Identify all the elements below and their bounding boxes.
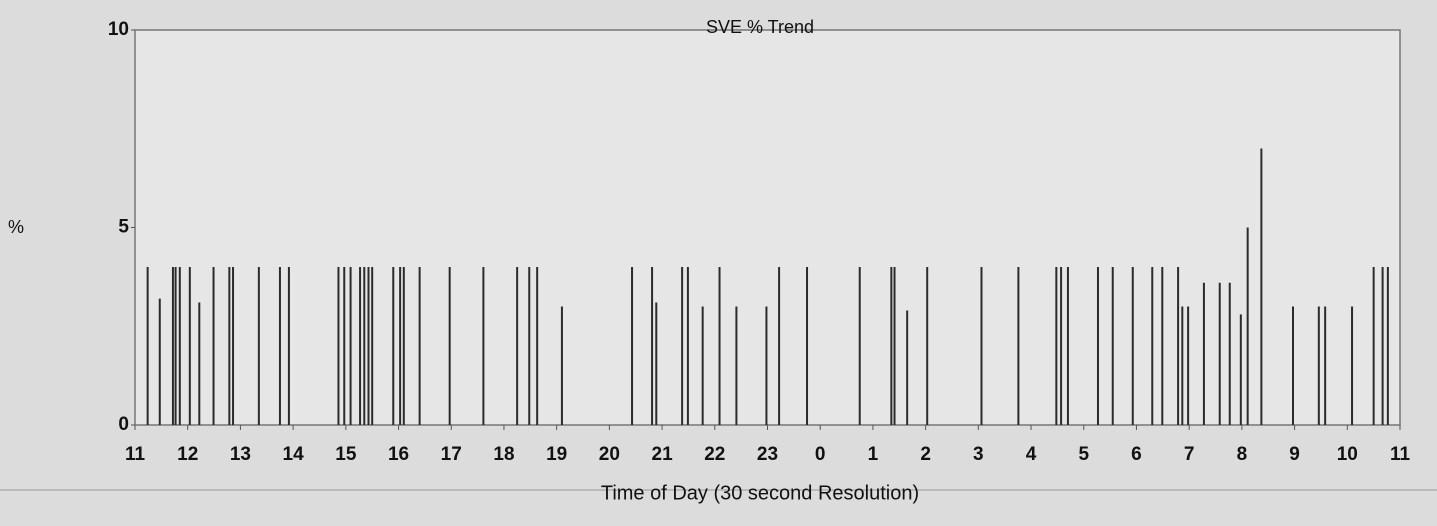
x-tick-label: 22 (704, 444, 725, 465)
x-tick-label: 17 (441, 444, 462, 465)
y-tick-label: 0 (118, 414, 129, 435)
y-axis-label: % (8, 217, 24, 237)
x-tick-label: 15 (335, 444, 357, 465)
x-tick-label: 1 (868, 444, 879, 465)
x-tick-label: 2 (920, 444, 931, 465)
y-tick-label: 10 (108, 19, 129, 40)
plot-area (134, 29, 1401, 426)
x-tick-label: 8 (1237, 444, 1248, 465)
x-axis-label: Time of Day (30 second Resolution) (601, 482, 919, 504)
x-tick-label: 18 (493, 444, 514, 465)
chart-title: SVE % Trend (706, 17, 814, 37)
x-tick-label: 13 (230, 444, 251, 465)
x-tick-label: 23 (757, 444, 778, 465)
x-tick-label: 20 (599, 444, 620, 465)
x-tick-label: 11 (125, 444, 146, 465)
x-tick-label: 14 (283, 444, 305, 465)
x-tick-label: 0 (815, 444, 826, 465)
y-tick-label: 5 (118, 217, 129, 238)
x-tick-label: 19 (546, 444, 567, 465)
x-tick-label: 21 (652, 444, 674, 465)
x-tick-label: 4 (1026, 444, 1037, 465)
x-tick-label: 5 (1078, 444, 1089, 465)
x-tick-label: 12 (177, 444, 198, 465)
x-tick-label: 11 (1390, 444, 1411, 465)
x-tick-label: 16 (388, 444, 409, 465)
x-tick-label: 10 (1337, 444, 1358, 465)
x-tick-label: 3 (973, 444, 984, 465)
x-tick-label: 7 (1184, 444, 1195, 465)
x-tick-label: 6 (1131, 444, 1142, 465)
x-tick-label: 9 (1289, 444, 1300, 465)
